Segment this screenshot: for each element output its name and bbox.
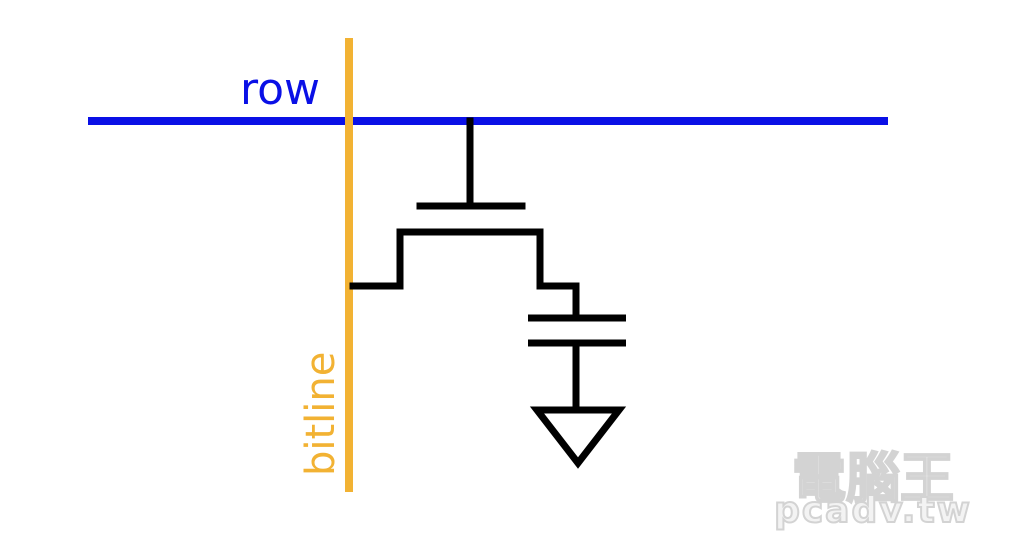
- bitline-label: bitline: [298, 352, 344, 476]
- channel-path: [349, 228, 580, 320]
- watermark-logo: 電腦王 pcadv.tw: [768, 434, 988, 534]
- transistor: [349, 117, 580, 320]
- watermark-url: pcadv.tw: [773, 489, 972, 532]
- capacitor: [528, 314, 626, 410]
- row-label: row: [240, 64, 320, 115]
- ground-symbol: [529, 406, 627, 469]
- watermark-title: 電腦王: [791, 446, 955, 511]
